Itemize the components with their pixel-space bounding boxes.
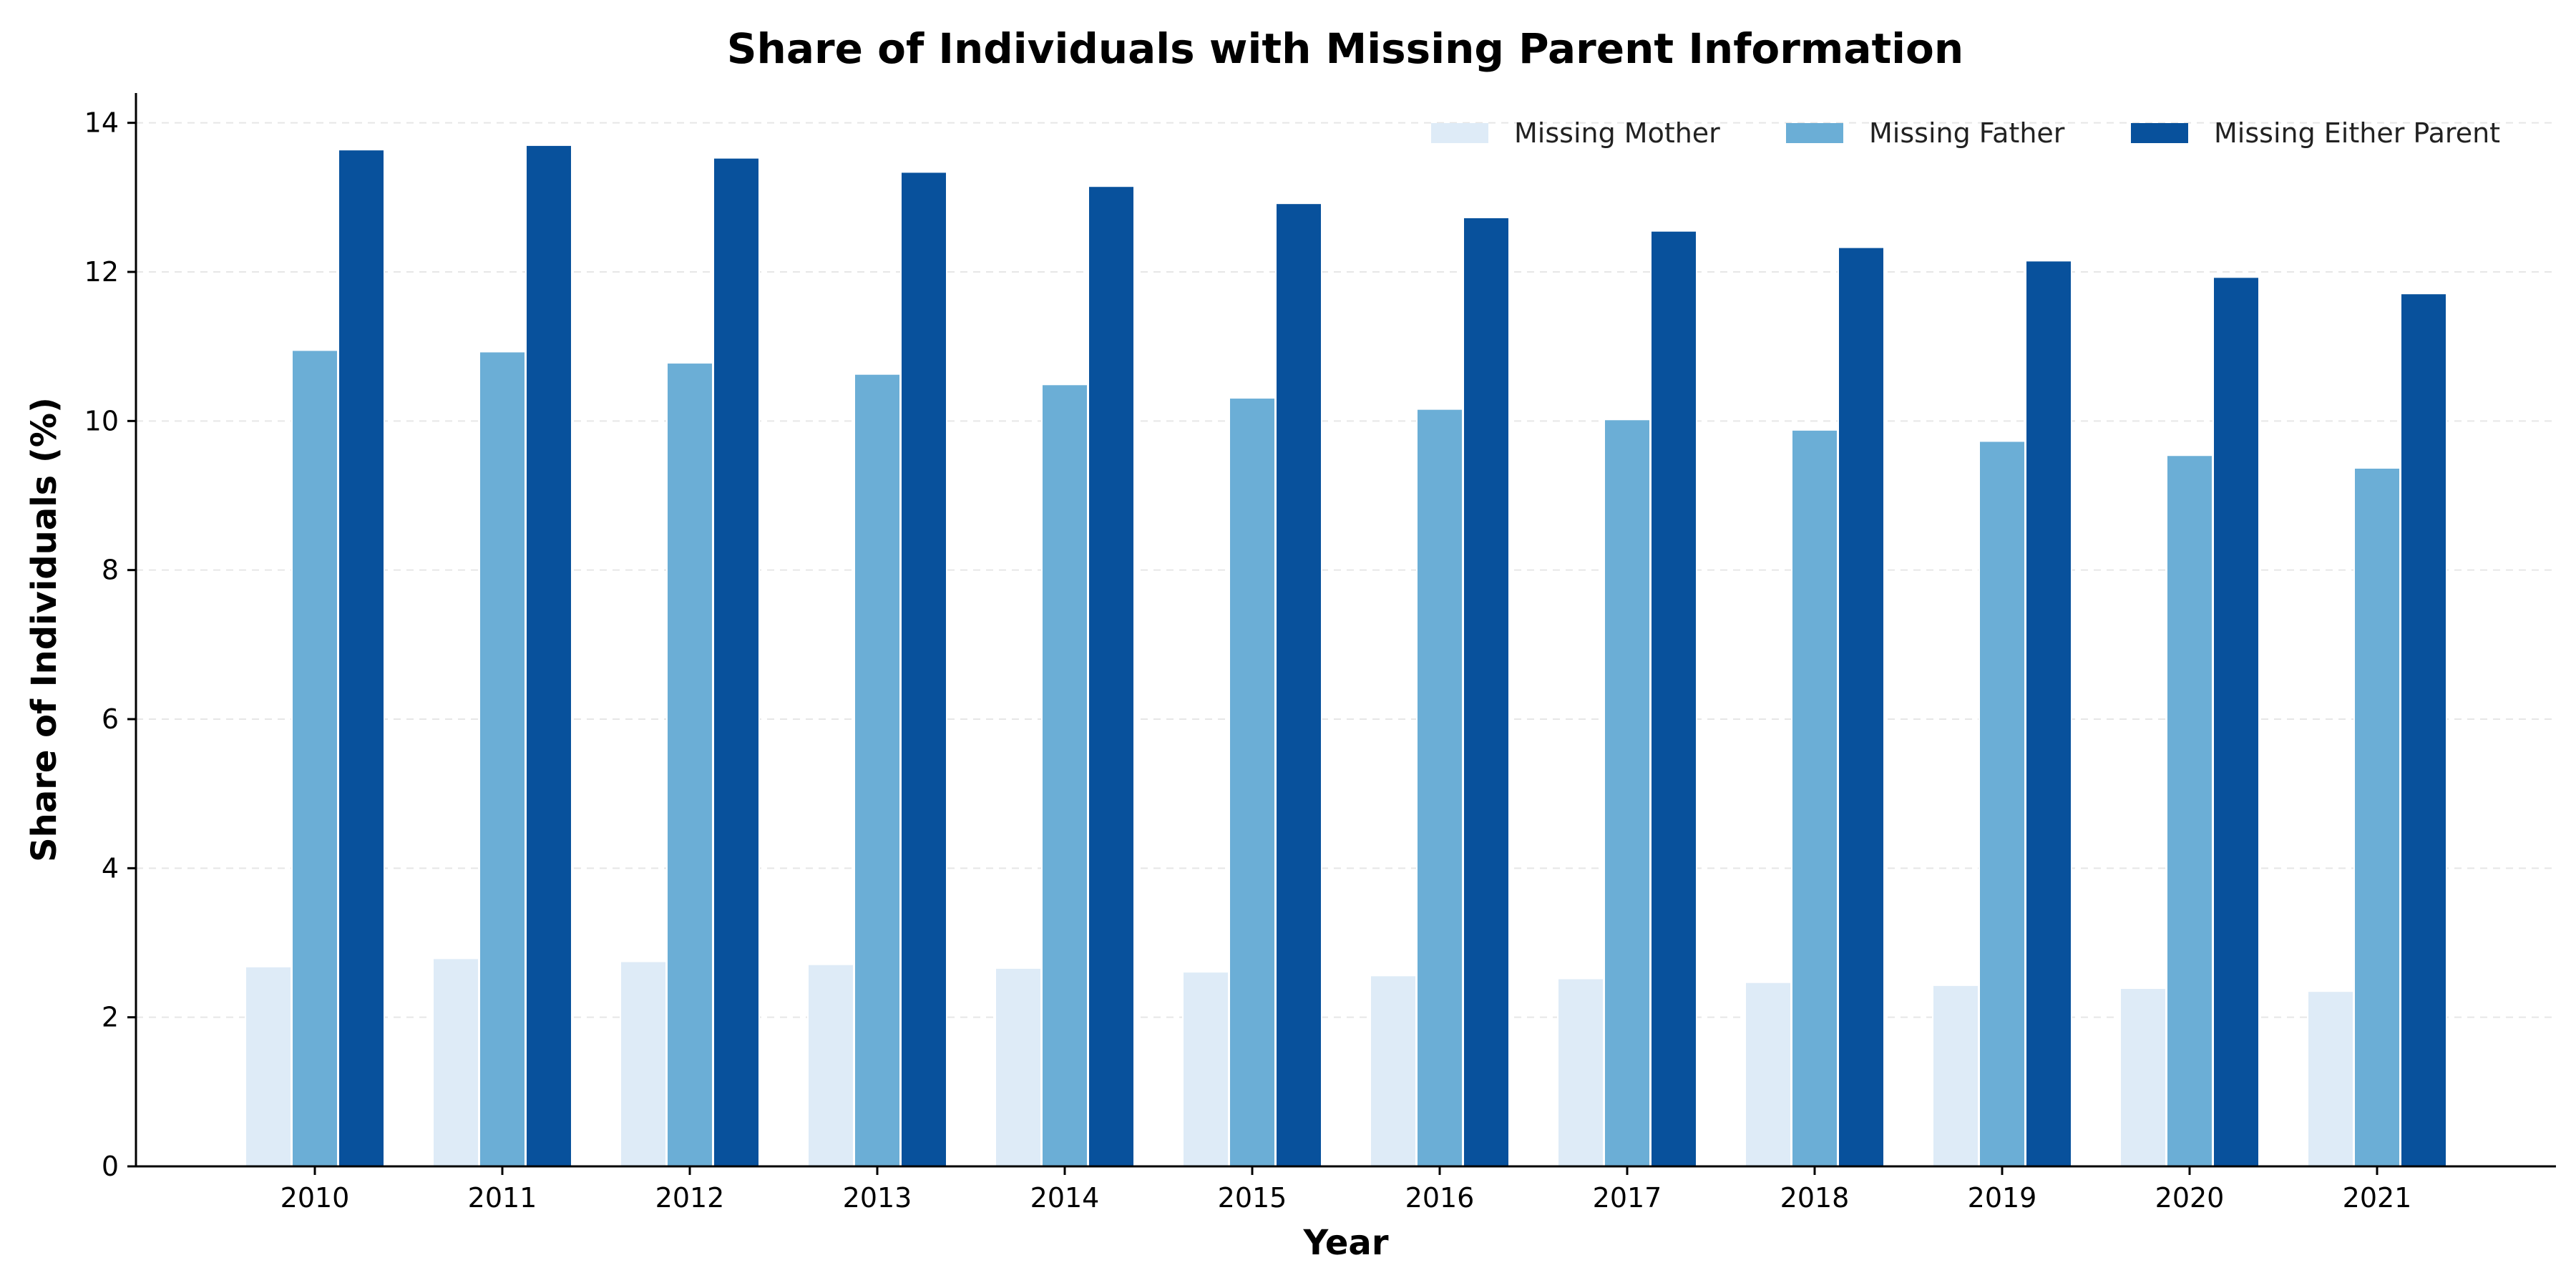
y-tick-label: 4 [102,852,119,884]
x-tick-label: 2015 [1218,1182,1287,1214]
bar-missing-father [1416,408,1463,1168]
bar-missing-father [1041,384,1088,1168]
x-tick-label: 2018 [1780,1182,1850,1214]
bar-missing-mother [245,965,292,1168]
bar-missing-father [1791,429,1838,1167]
bar-missing-either-parent [1650,230,1697,1167]
bar-missing-father [1979,440,2026,1167]
chart-title: Share of Individuals with Missing Parent… [727,24,1963,73]
bar-missing-either-parent [1463,216,1510,1167]
x-tick-label: 2019 [1968,1182,2037,1214]
bar-missing-father [854,373,901,1167]
legend-label: Missing Mother [1514,117,1720,149]
legend-swatch [1786,123,1843,143]
bar-missing-either-parent [338,149,385,1168]
bar-missing-father [2166,454,2213,1167]
x-tick-label: 2014 [1030,1182,1100,1214]
bar-missing-mother [1745,981,1792,1168]
y-axis-label: Share of Individuals (%) [24,397,64,862]
bar-missing-father [291,349,338,1167]
x-tick-label: 2013 [843,1182,912,1214]
x-tick-label: 2017 [1593,1182,1662,1214]
y-tick-label: 6 [102,703,119,735]
bar-missing-mother [2307,990,2354,1168]
bar-missing-mother [995,967,1042,1167]
x-tick-label: 2016 [1405,1182,1475,1214]
bar-missing-mother [1370,975,1417,1168]
y-axis-ticks: 0 2 4 6 8 10 12 14 [84,107,136,1182]
bar-missing-either-parent [900,171,947,1168]
x-axis-ticks: 2010 2011 2012 2013 2014 2015 2016 2017 2018 2019… [280,1166,2412,1214]
bar-missing-father [666,362,713,1167]
legend-label: Missing Either Parent [2214,117,2500,149]
bar-missing-either-parent [1088,185,1135,1167]
x-tick-label: 2020 [2155,1182,2225,1214]
bar-missing-mother [1182,971,1229,1167]
x-tick-label: 2011 [468,1182,537,1214]
bar-missing-mother [807,963,854,1168]
legend-swatch [1431,123,1488,143]
bar-missing-father [1604,419,1651,1167]
legend: Missing Mother Missing Father Missing Eith… [1431,117,2500,149]
y-tick-label: 0 [102,1151,119,1182]
bar-missing-either-parent [525,144,572,1168]
y-tick-label: 10 [84,405,119,436]
y-tick-label: 8 [102,555,119,586]
bar-missing-father [479,351,526,1167]
bar-missing-mother [1932,984,1979,1167]
bar-missing-mother [1557,977,1604,1167]
bar-missing-mother [620,960,667,1167]
y-tick-label: 14 [84,107,119,139]
x-tick-label: 2012 [655,1182,725,1214]
bar-missing-father [1229,397,1276,1168]
bar-missing-mother [432,957,479,1167]
bar-missing-either-parent [1838,246,1885,1167]
legend-label: Missing Father [1869,117,2065,149]
bar-missing-either-parent [2025,260,2072,1167]
x-tick-label: 2021 [2343,1182,2412,1214]
bar-missing-either-parent [2400,293,2447,1167]
y-tick-label: 2 [102,1002,119,1033]
x-tick-label: 2010 [280,1182,350,1214]
x-axis-label: Year [1303,1223,1389,1263]
bar-missing-either-parent [2212,276,2260,1168]
y-tick-label: 12 [84,256,119,288]
bar-missing-father [2353,467,2401,1167]
bar-missing-either-parent [713,157,760,1167]
bar-missing-either-parent [1275,203,1322,1168]
bar-missing-mother [2119,987,2167,1167]
legend-swatch [2131,123,2188,143]
bars [245,144,2447,1168]
